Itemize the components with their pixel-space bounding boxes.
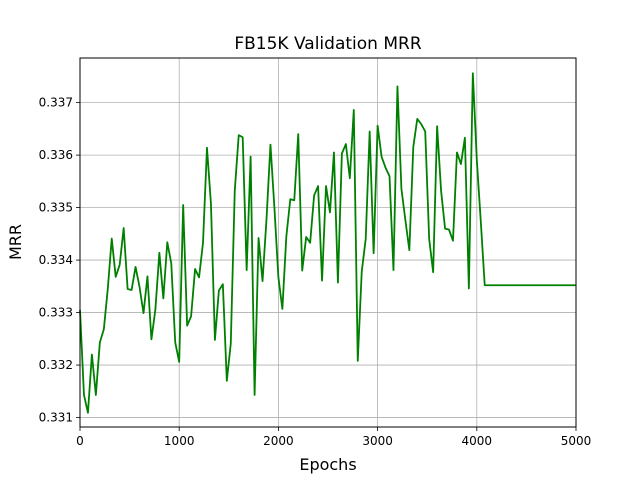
x-tick-label: 0 (76, 434, 84, 448)
x-tick-label: 3000 (362, 434, 393, 448)
x-tick-label: 5000 (561, 434, 592, 448)
x-tick-label: 2000 (263, 434, 294, 448)
y-tick-label: 0.331 (39, 411, 73, 425)
y-axis-ticks: 0.331 0.332 0.333 0.334 0.335 0.336 0.337 (39, 96, 80, 425)
y-tick-label: 0.332 (39, 358, 73, 372)
x-axis-ticks: 0 1000 2000 3000 4000 5000 (76, 427, 591, 448)
y-tick-label: 0.336 (39, 148, 73, 162)
y-tick-label: 0.335 (39, 201, 73, 215)
series-layer (79, 72, 576, 414)
x-axis-label: Epochs (299, 455, 356, 474)
y-tick-label: 0.333 (39, 306, 73, 320)
chart-title: FB15K Validation MRR (234, 34, 421, 54)
x-tick-label: 4000 (462, 434, 493, 448)
grid-lines (79, 58, 577, 427)
y-axis-label: MRR (6, 224, 25, 260)
y-tick-label: 0.337 (39, 96, 73, 110)
mrr-series-line (79, 72, 576, 414)
plot-area-frame (79, 57, 577, 428)
y-tick-label: 0.334 (39, 253, 73, 267)
x-tick-label: 1000 (164, 434, 195, 448)
